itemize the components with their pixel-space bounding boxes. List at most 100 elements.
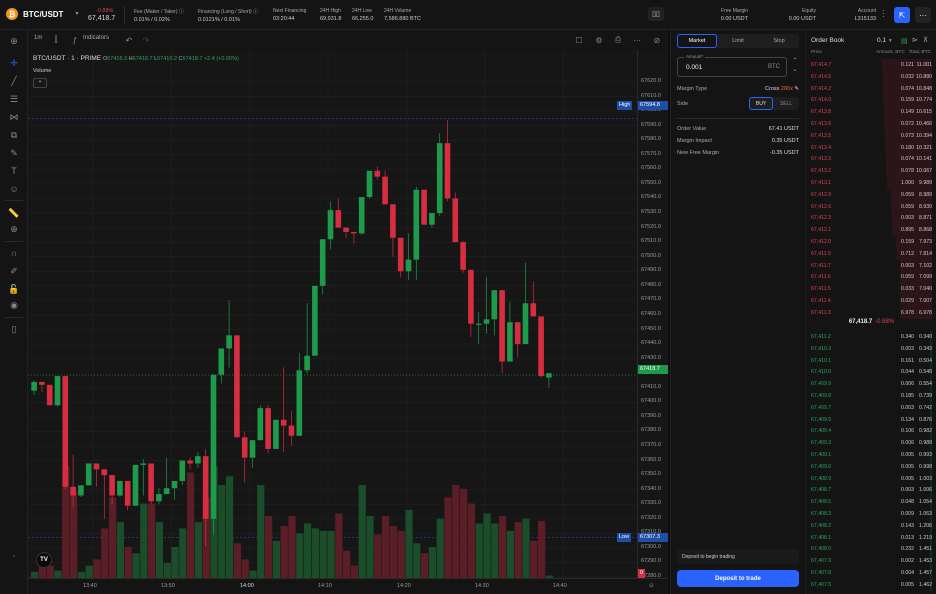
ask-row[interactable]: 67,413.5 0.073 10.394	[806, 129, 936, 142]
bid-row[interactable]: 67,411.2 0.340 0.340	[806, 331, 936, 343]
indicators-button[interactable]: Indicators	[83, 35, 110, 41]
ask-row[interactable]: 67,414.2 0.074 10.848	[806, 82, 936, 95]
bid-row[interactable]: 67,408.9 0.005 1.003	[806, 472, 936, 485]
collapse-legend-button[interactable]: ⌃	[33, 78, 47, 88]
bid-row[interactable]: 67,408.3 0.009 1.063	[806, 508, 936, 520]
bid-row[interactable]: 67,409.7 0.003 0.742	[806, 401, 936, 414]
visibility-icon[interactable]: ◉	[10, 299, 18, 310]
ask-row[interactable]: 67,412.3 0.003 8.871	[806, 212, 936, 225]
screenshot-icon[interactable]: ⎙	[614, 35, 622, 44]
buy-button[interactable]: BUY	[749, 97, 773, 110]
ask-row[interactable]: 67,413.3 0.074 10.141	[806, 153, 936, 166]
tab-market[interactable]: Market	[677, 34, 717, 48]
external-link-button[interactable]: ⇱	[894, 7, 910, 23]
ask-row[interactable]: 67,413.4 0.180 10.321	[806, 141, 936, 154]
stat-account[interactable]: Account L315133	[854, 8, 876, 22]
symbol-selector[interactable]: ₿ BTC/USDT ▼	[6, 8, 79, 20]
account-menu-icon[interactable]: · · ·	[882, 6, 885, 21]
bid-row[interactable]: 67,407.8 0.004 1.457	[806, 567, 936, 579]
sell-button[interactable]: SELL	[779, 100, 793, 107]
book-up-icon[interactable]: ⊼	[923, 37, 929, 44]
crosshair-icon[interactable]: ✛	[10, 57, 18, 68]
ask-row[interactable]: 67,411.7 0.003 7.102	[806, 259, 936, 272]
bid-row[interactable]: 67,408.7 0.003 1.006	[806, 484, 936, 497]
depth-bar	[930, 472, 932, 485]
redo-icon[interactable]: ↷	[142, 35, 150, 45]
price-axis[interactable]: 67620.0 67610.0 67600.0 67590.0 67580.0 67570…	[637, 50, 668, 579]
ask-row[interactable]: 67,413.1 1.000 9.989	[806, 177, 936, 189]
ask-row[interactable]: 67,413.6 0.072 10.466	[806, 118, 936, 130]
bid-row[interactable]: 67,410.3 0.003 0.343	[806, 342, 936, 355]
ask-row[interactable]: 67,411.6 0.059 7.099	[806, 271, 936, 284]
ask-row[interactable]: 67,411.5 0.033 7.040	[806, 283, 936, 295]
bid-row[interactable]: 67,409.5 0.134 0.876	[806, 413, 936, 426]
ask-row[interactable]: 67,412.9 0.059 8.989	[806, 188, 936, 201]
ask-row[interactable]: 67,411.3 6.978 6.978	[806, 306, 936, 319]
price-chart[interactable]: BTC/USDT · 1 · PRIME O67416.3 H67418.7 L…	[28, 50, 637, 578]
time-axis[interactable]: 13:40 13:50 14:00 14:10 14:20 14:30 14:4…	[28, 578, 668, 594]
ask-row[interactable]: 67,414.0 0.159 10.774	[806, 94, 936, 107]
bid-row[interactable]: 67,409.1 0.005 0.993	[806, 449, 936, 461]
lock-drawing-icon[interactable]: ✐	[10, 265, 18, 276]
add-icon[interactable]: ⊕	[10, 35, 18, 46]
book-play-icon[interactable]: ⊳	[912, 37, 918, 44]
bid-row[interactable]: 67,410.0 0.044 0.548	[806, 366, 936, 379]
trash-icon[interactable]: ▯	[11, 323, 17, 334]
book-layout-icon[interactable]: ▤	[901, 38, 908, 45]
settings-icon[interactable]: ⚙	[595, 35, 603, 45]
trend-line-icon[interactable]: ╱	[11, 75, 17, 86]
interval-button[interactable]: 1m	[34, 35, 43, 41]
emoji-icon[interactable]: ☺	[9, 184, 19, 194]
brush-icon[interactable]: ✎	[10, 147, 18, 158]
bid-row[interactable]: 67,409.8 0.185 0.739	[806, 390, 936, 402]
tab-stop[interactable]: Stop	[773, 38, 785, 44]
ask-row[interactable]: 67,412.1 0.895 8.868	[806, 224, 936, 236]
undo-icon[interactable]: ↶	[125, 35, 133, 45]
lock-icon[interactable]: 🔓	[8, 283, 20, 294]
amount-input[interactable]: Amount* 0.001 BTC	[677, 54, 787, 77]
ask-row[interactable]: 67,413.2 0.078 10.067	[806, 165, 936, 177]
ask-row[interactable]: 67,411.4 0.029 7.007	[806, 295, 936, 307]
reset-icon[interactable]: ⊘	[653, 35, 661, 45]
timezone-icon[interactable]: ⊙	[649, 583, 654, 589]
bid-row[interactable]: 67,407.5 0.005 1.462	[806, 578, 936, 591]
bid-row[interactable]: 67,409.0 0.005 0.998	[806, 460, 936, 473]
zoom-in-icon[interactable]: ⊕	[10, 223, 18, 234]
bid-row[interactable]: 67,408.1 0.013 1.219	[806, 531, 936, 544]
book-icon[interactable]: ▯▯	[648, 7, 664, 21]
projection-icon[interactable]: ⧉	[10, 129, 18, 140]
bid-row[interactable]: 67,409.3 0.006 0.988	[806, 437, 936, 449]
bid-row[interactable]: 67,410.1 0.161 0.504	[806, 354, 936, 367]
more-icon[interactable]: ⋯	[633, 35, 641, 45]
bid-row[interactable]: 67,409.9 0.006 0.554	[806, 378, 936, 390]
collapse-left-icon[interactable]: ‹	[13, 554, 15, 560]
ask-row[interactable]: 67,411.9 0.712 7.814	[806, 247, 936, 260]
bid-row[interactable]: 67,408.5 0.048 1.054	[806, 496, 936, 508]
margin-type-value[interactable]: Cross 200x ✎	[765, 86, 799, 92]
deposit-button[interactable]: Deposit to trade	[677, 570, 799, 587]
ask-row[interactable]: 67,413.8 0.149 10.615	[806, 106, 936, 118]
ask-row[interactable]: 67,414.7 0.121 11.001	[806, 59, 936, 71]
candle-type-icon[interactable]: ⫿	[54, 35, 58, 44]
ask-row[interactable]: 67,412.0 0.159 7.973	[806, 236, 936, 248]
fullscreen-icon[interactable]: ☐	[575, 35, 583, 45]
ruler-icon[interactable]: 📏	[8, 207, 20, 218]
tab-limit[interactable]: Limit	[732, 38, 744, 44]
pattern-icon[interactable]: ⋈	[9, 111, 19, 122]
precision-select[interactable]: 0.1 ▼	[877, 37, 893, 44]
ask-row[interactable]: 67,414.5 0.032 10.880	[806, 70, 936, 83]
indicators-icon[interactable]: ƒ	[72, 35, 78, 45]
bid-row[interactable]: 67,407.9 0.002 1.453	[806, 555, 936, 567]
ask-row[interactable]: 67,412.6 0.059 8.930	[806, 200, 936, 213]
tradingview-logo[interactable]: TV	[36, 552, 52, 568]
bid-row[interactable]: 67,408.2 0.143 1.206	[806, 519, 936, 532]
fib-retracement-icon[interactable]: ☰	[9, 93, 19, 104]
bid-row[interactable]: 67,408.0 0.232 1.451	[806, 543, 936, 556]
last-price: 67,418.7	[88, 15, 116, 22]
margin-type-row: Margin Type Cross 200x ✎	[677, 86, 799, 92]
text-icon[interactable]: T	[11, 166, 17, 176]
amount-stepper[interactable]: ⌃ ⌄	[792, 58, 798, 73]
more-options-button[interactable]: ···	[915, 7, 931, 23]
magnet-icon[interactable]: ∩	[10, 248, 18, 258]
bid-row[interactable]: 67,409.4 0.106 0.982	[806, 425, 936, 438]
